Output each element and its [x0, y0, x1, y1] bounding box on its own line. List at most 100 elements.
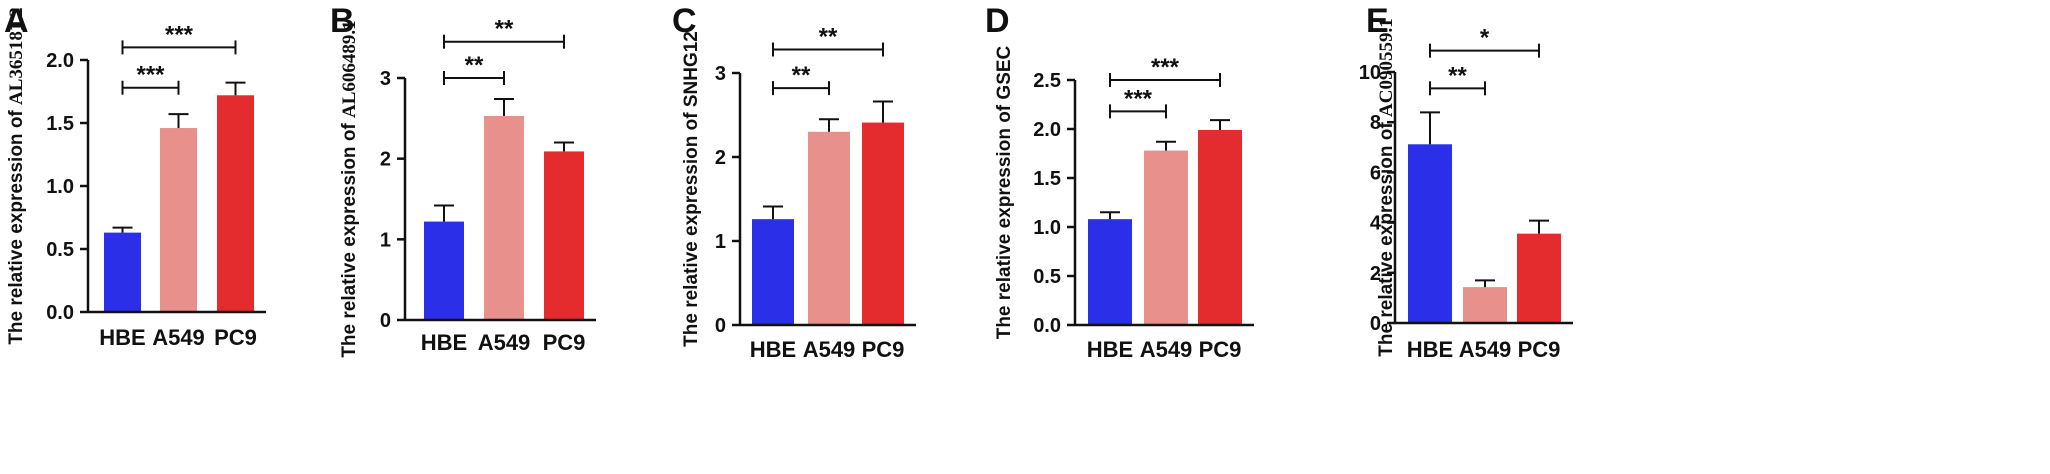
significance-label: ***	[1124, 85, 1153, 112]
significance-bracket: *	[1429, 25, 1540, 58]
y-tick-label: 2	[380, 149, 391, 171]
y-axis-label: The relative expression of AC090559.1	[1376, 18, 1397, 356]
significance-bracket: ***	[1109, 85, 1167, 119]
error-bar-a549	[494, 97, 514, 116]
bar-a549	[484, 115, 524, 320]
y-axis-label-gene: GSEC	[994, 45, 1015, 99]
y-tick-label: 1	[380, 229, 391, 251]
y-tick-label: 2.0	[1033, 119, 1061, 141]
y-axis-label: The relative expression of SNHG12	[681, 31, 702, 347]
bar-a549	[808, 131, 850, 325]
error-bar-hbe	[112, 226, 133, 233]
error-bar-a549	[168, 113, 189, 129]
bar-a549	[1463, 287, 1507, 323]
panel-letter: D	[985, 2, 1010, 40]
x-tick-label: PC9	[543, 330, 586, 355]
bar-hbe	[1088, 219, 1132, 325]
panel-letter: E	[1366, 2, 1389, 40]
x-tick-label: PC9	[1199, 337, 1242, 362]
x-tick-label: A549	[1459, 337, 1512, 362]
significance-label: **	[792, 62, 811, 89]
significance-label: **	[495, 16, 514, 43]
y-tick-label: 0.0	[1033, 315, 1061, 337]
y-axis-label-gene: AC090559.1	[1376, 18, 1397, 117]
y-tick-label: 0	[380, 310, 391, 332]
x-tick-label: PC9	[862, 337, 905, 362]
x-tick-label: A549	[152, 325, 205, 350]
y-tick-label: 0.0	[46, 302, 74, 324]
significance-bracket: **	[1429, 62, 1486, 96]
panel-letter: A	[4, 2, 29, 40]
x-tick-label: HBE	[1087, 337, 1133, 362]
panel-d: D The relative expression of GSEC HBE A549 P…	[985, 2, 1254, 362]
x-tick-label: A549	[478, 330, 531, 355]
significance-bracket: ***	[121, 62, 180, 95]
y-tick-label: 3	[715, 63, 726, 85]
y-axis-label-prefix: The relative expression of	[339, 118, 360, 358]
bar-hbe	[752, 219, 794, 325]
error-bar-pc9	[554, 141, 574, 152]
significance-label: **	[1448, 62, 1467, 89]
y-tick-label: 10	[1359, 62, 1381, 84]
significance-bracket: **	[772, 62, 830, 96]
y-tick-label: 1.5	[46, 113, 74, 135]
y-axis-label: The relative expression of AL606489.1	[339, 20, 360, 357]
error-bar-hbe	[763, 205, 783, 220]
bar-hbe	[1408, 144, 1452, 323]
y-tick-label: 8	[1370, 112, 1381, 134]
y-tick-label: 2	[715, 147, 726, 169]
x-tick-label: PC9	[214, 325, 257, 350]
x-tick-label: HBE	[750, 337, 796, 362]
significance-bracket: ***	[121, 21, 237, 55]
bar-a549	[1144, 150, 1188, 325]
y-axis-label: The relative expression of AL365181.2	[6, 7, 27, 344]
y-tick-label: 3	[380, 68, 391, 90]
bar-a549	[160, 128, 197, 312]
significance-label: *	[1480, 25, 1490, 52]
error-bar-hbe	[434, 204, 454, 222]
x-tick-label: HBE	[99, 325, 145, 350]
y-axis-label-prefix: The relative expression of	[6, 105, 27, 345]
y-tick-label: 1	[715, 231, 726, 253]
error-bar-pc9	[1210, 119, 1230, 130]
y-tick-label: 2.0	[46, 50, 74, 72]
y-tick-label: 6	[1370, 162, 1381, 184]
bar-hbe	[424, 221, 464, 320]
x-tick-label: PC9	[1518, 337, 1561, 362]
y-tick-label: 4	[1370, 213, 1382, 235]
y-tick-label: 0	[715, 315, 726, 337]
bar-pc9	[1517, 233, 1561, 323]
x-tick-label: A549	[803, 337, 856, 362]
bar-pc9	[862, 122, 904, 325]
y-tick-label: 1.0	[46, 176, 74, 198]
error-bar-pc9	[1529, 219, 1549, 234]
significance-bracket: ***	[1109, 54, 1221, 87]
bar-pc9	[544, 151, 584, 320]
x-tick-label: HBE	[421, 330, 467, 355]
y-axis-label-prefix: The relative expression of	[994, 100, 1015, 340]
y-tick-label: 0.5	[1033, 266, 1061, 288]
y-tick-label: 0.5	[46, 239, 74, 261]
x-tick-label: A549	[1140, 337, 1193, 362]
y-tick-label: 0	[1370, 313, 1381, 335]
significance-label: **	[819, 23, 838, 50]
significance-label: ***	[1151, 54, 1180, 81]
error-bar-hbe	[1100, 211, 1120, 220]
significance-bracket: **	[443, 16, 565, 49]
error-bar-a549	[1475, 279, 1495, 288]
error-bar-a549	[1156, 140, 1176, 151]
significance-bracket: **	[443, 52, 505, 85]
y-tick-label: 1.0	[1033, 217, 1061, 239]
panel-letter: C	[672, 2, 697, 40]
significance-label: **	[465, 52, 484, 79]
panel-letter: B	[330, 2, 355, 40]
bar-pc9	[1198, 129, 1242, 325]
y-axis-label: The relative expression of GSEC	[994, 45, 1015, 339]
error-bar-pc9	[225, 81, 246, 96]
y-tick-label: 2	[1370, 263, 1381, 285]
